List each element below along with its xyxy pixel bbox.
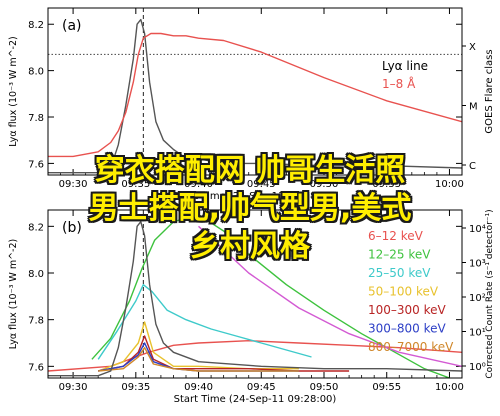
right-tick-label: 10⁰ [469,362,486,373]
x-axis-label: Start Time (24-Sep-11 09:28:00) [174,191,337,202]
x-tick-label: 09:40 [184,382,213,393]
plot-area [48,210,462,378]
right-tick-label: M [469,102,478,113]
y-tick-label: 7.8 [28,113,44,124]
series-line-1-8 [48,32,462,158]
y-axis-label: Lyα flux (10⁻³ W m^-2) [8,36,19,146]
legend-entry: 50–100 keV [368,285,439,299]
x-tick-label: 09:55 [372,382,401,393]
right-tick-label: 10² [469,293,486,304]
legend-entry: 1–8 Å [382,76,416,91]
y-tick-label: 8.2 [28,20,44,31]
series-line-25-50-kev [97,284,312,360]
series-line-50-100-kev [97,321,299,372]
legend-entry: 100–300 keV [368,303,447,317]
plot-area [48,8,462,175]
legend-entry: 25–50 keV [368,266,431,280]
x-axis-label: Start Time (24-Sep-11 09:28:00) [174,394,337,405]
overlay-title-line1: 穿衣搭配网 帅哥生活照 [94,153,406,188]
legend-entry: Lyα line [382,59,428,73]
panel-b: 7.6 7.8 8.0 8.2 09:30 09:35 09:40 09:45 09:50 09:… [8,209,495,405]
right-tick-label: 10³ [469,259,486,270]
x-tick-label: 09:45 [247,179,276,190]
overlay-title-line2: 男士搭配,帅气型男,美式 [88,191,412,226]
x-tick-label: 09:45 [247,382,276,393]
right-axis-label: GOES Flare class [484,49,495,133]
series-line-100-300-kev [98,335,350,372]
x-tick-label: 09:35 [121,382,150,393]
panel-a: 7.6 7.8 8.0 8.2 09:30 09:35 09:40 09:45 09:50 09:… [8,7,495,202]
panel-label: (b) [62,220,82,236]
legend-entry: 6–12 keV [368,229,424,243]
x-tick-label: 09:50 [310,382,339,393]
series-line-decay [198,225,462,367]
y-tick-label: 8.0 [28,269,44,280]
x-tick-label: 09:30 [59,382,88,393]
x-tick-label: 09:35 [121,179,150,190]
right-axis-label: Corrected Count Rate (s⁻¹ detector⁻¹) [485,209,495,378]
legend-entry: 800–7000 keV [368,340,454,354]
y-tick-label: 8.0 [28,67,44,78]
series-line-ly-line [48,221,462,377]
series-line-ly-line [48,18,462,174]
plot-background [48,8,462,175]
y-tick-label: 7.6 [28,362,44,373]
y-tick-label: 7.8 [28,316,44,327]
x-tick-label: 10:00 [435,382,464,393]
right-tick-label: 10⁴ [469,224,486,235]
x-tick-label: 09:50 [310,179,339,190]
x-tick-label: 09:30 [59,179,88,190]
y-axis-label: Lyα flux (10⁻³ W m^-2) [8,239,19,349]
x-tick-label: 10:00 [435,179,464,190]
legend-entry: 12–25 keV [368,248,431,262]
legend-entry: 300–800 keV [368,322,447,336]
right-tick-label: X [469,42,476,53]
y-tick-label: 8.2 [28,222,44,233]
y-tick-label: 7.6 [28,159,44,170]
plot-frame [47,209,463,379]
overlay-title-line3: 乡村风格 [190,229,310,264]
right-tick-label: C [469,161,476,172]
x-tick-label: 09:55 [372,179,401,190]
series-line-800-7000-kev [98,347,299,372]
right-tick-label: 10¹ [469,328,486,339]
panel-label: (a) [62,18,82,34]
plot-frame [47,7,463,176]
x-tick-label: 09:40 [184,179,213,190]
